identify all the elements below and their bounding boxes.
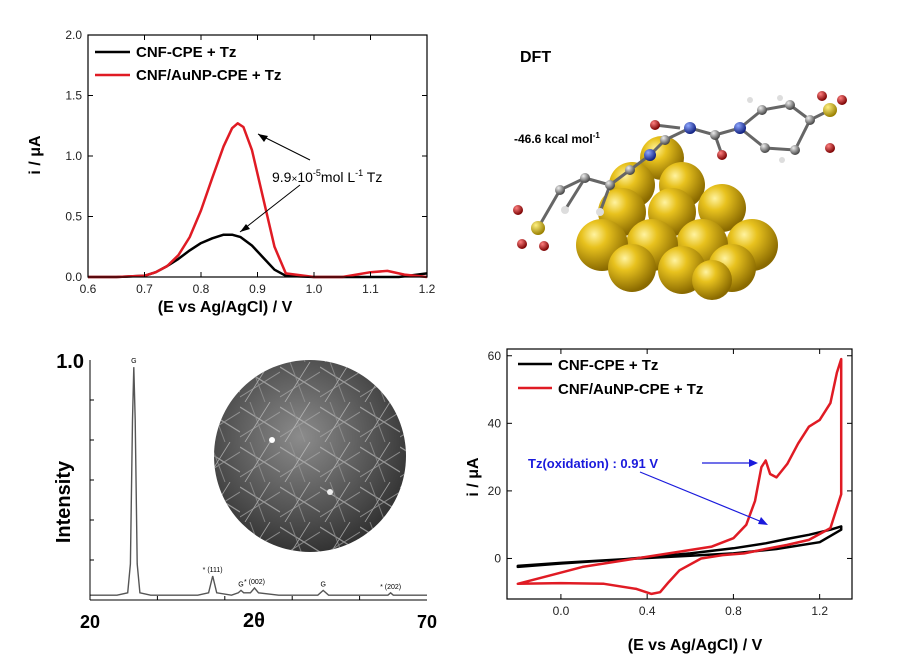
gold-cluster bbox=[576, 136, 778, 300]
xrd-peak-label: G bbox=[320, 581, 325, 588]
cv-legend: CNF-CPE + Tz CNF/AuNP-CPE + Tz bbox=[518, 357, 703, 398]
dpv-x-tick-label: 0.6 bbox=[80, 282, 97, 296]
xrd-chart: 1.020 70 G* (111)G * (002) G * (202) Intensi… bbox=[53, 351, 437, 632]
dpv-y-tick-label: 0.0 bbox=[65, 270, 82, 284]
dpv-axes: 0.6 0.7 0.8 0.9 1.0 1.1 1.2 0.0 0.5 1.0 1.5 2.0 bbox=[65, 28, 435, 296]
cv-annotation-text: Tz(oxidation) : 0.91 V bbox=[528, 456, 658, 471]
dpv-x-tick-label: 1.2 bbox=[419, 282, 436, 296]
xrd-peak-label: G bbox=[131, 358, 136, 365]
dpv-annotation-arrowhead-lower bbox=[240, 224, 250, 232]
cv-x-tick-label: 0.0 bbox=[553, 604, 570, 618]
xrd-peak-label: G bbox=[238, 581, 243, 588]
dft-title: DFT bbox=[520, 49, 551, 66]
cv-y-tick-label: 60 bbox=[488, 349, 502, 363]
cv-x-axis-label: (E vs Ag/AgCl) / V bbox=[628, 637, 763, 654]
tz-atoms bbox=[513, 91, 847, 251]
cv-axes: 0.0 0.4 0.8 1.2 0 20 40 60 bbox=[488, 348, 853, 618]
xrd-x-tick-label: 20 bbox=[80, 612, 100, 632]
cv-y-tick-label: 40 bbox=[488, 416, 502, 430]
cv-legend-label-red: CNF/AuNP-CPE + Tz bbox=[558, 381, 703, 398]
cv-series-line-0 bbox=[516, 525, 843, 569]
dpv-annotation: 9.9×10-5mol L-1 Tz bbox=[239, 133, 382, 233]
dpv-legend-label-black: CNF-CPE + Tz bbox=[136, 44, 236, 61]
cv-x-tick-label: 0.4 bbox=[639, 604, 656, 618]
xrd-y-tick-label: 1.0 bbox=[56, 351, 84, 373]
xrd-x-axis-label: 2θ bbox=[243, 610, 265, 632]
xrd-peak-label: * (002) bbox=[244, 579, 265, 586]
cv-annotation-arrowhead-lower bbox=[758, 517, 768, 525]
sem-inset bbox=[214, 360, 406, 552]
dpv-x-tick-label: 1.1 bbox=[362, 282, 379, 296]
dpv-annotation-arrow-upper bbox=[257, 133, 311, 161]
xrd-axes: 1.0 20 70 bbox=[56, 351, 437, 632]
cv-series-line-1 bbox=[516, 357, 843, 596]
cv-x-tick-label: 0.8 bbox=[725, 604, 742, 618]
cv-frame bbox=[506, 348, 853, 600]
cv-annotation-arrowhead-upper bbox=[749, 459, 758, 467]
cv-annotation: Tz(oxidation) : 0.91 V bbox=[528, 456, 768, 525]
dpv-annotation-arrow-lower bbox=[239, 184, 301, 233]
xrd-series-line bbox=[90, 367, 427, 596]
dpv-y-tick-label: 0.5 bbox=[65, 210, 82, 224]
xrd-peak-label: * (111) bbox=[203, 567, 223, 574]
cv-chart: 0.0 0.4 0.8 1.2 0 20 40 60 CNF-CPE + Tz CNF/AuN… bbox=[465, 348, 853, 654]
cv-y-tick-label: 0 bbox=[494, 551, 501, 565]
dpv-legend: CNF-CPE + Tz CNF/AuNP-CPE + Tz bbox=[95, 44, 281, 84]
dpv-y-tick-label: 2.0 bbox=[65, 28, 82, 42]
dpv-x-tick-label: 0.7 bbox=[136, 282, 153, 296]
dpv-series-line-1 bbox=[88, 122, 428, 279]
dpv-y-axis-label: i / μA bbox=[27, 135, 44, 175]
xrd-y-axis-label: Intensity bbox=[53, 460, 75, 543]
xrd-series-group bbox=[90, 367, 427, 596]
cv-y-tick-label: 20 bbox=[488, 484, 502, 498]
dpv-series-group bbox=[88, 122, 428, 279]
dpv-y-tick-label: 1.0 bbox=[65, 149, 82, 163]
dpv-y-tick-label: 1.5 bbox=[65, 89, 82, 103]
dpv-x-tick-label: 0.8 bbox=[193, 282, 210, 296]
cv-legend-label-black: CNF-CPE + Tz bbox=[558, 357, 658, 374]
dft-panel: DFT -46.6 kcal mol-1 bbox=[513, 49, 847, 300]
dpv-legend-label-red: CNF/AuNP-CPE + Tz bbox=[136, 67, 281, 84]
dpv-x-tick-label: 1.0 bbox=[306, 282, 323, 296]
xrd-peak-label: * (202) bbox=[380, 584, 401, 591]
cv-series-group bbox=[516, 357, 843, 596]
xrd-x-tick-label: 70 bbox=[417, 612, 437, 632]
cv-x-tick-label: 1.2 bbox=[811, 604, 828, 618]
dpv-chart: 0.6 0.7 0.8 0.9 1.0 1.1 1.2 0.0 0.5 1.0 1.5 2.0 CNF… bbox=[27, 28, 436, 316]
dpv-x-axis-label: (E vs Ag/AgCl) / V bbox=[158, 299, 293, 316]
dpv-x-tick-label: 0.9 bbox=[249, 282, 266, 296]
dpv-annotation-arrowhead-upper bbox=[258, 134, 268, 142]
dpv-annotation-text: 9.9×10-5mol L-1 Tz bbox=[272, 168, 382, 185]
dft-energy-label: -46.6 kcal mol-1 bbox=[514, 131, 600, 146]
xrd-peak-labels: G* (111)G * (002) G * (202) bbox=[131, 358, 401, 591]
cv-annotation-arrow-lower bbox=[639, 471, 763, 523]
cv-y-axis-label: i / μA bbox=[465, 457, 482, 497]
